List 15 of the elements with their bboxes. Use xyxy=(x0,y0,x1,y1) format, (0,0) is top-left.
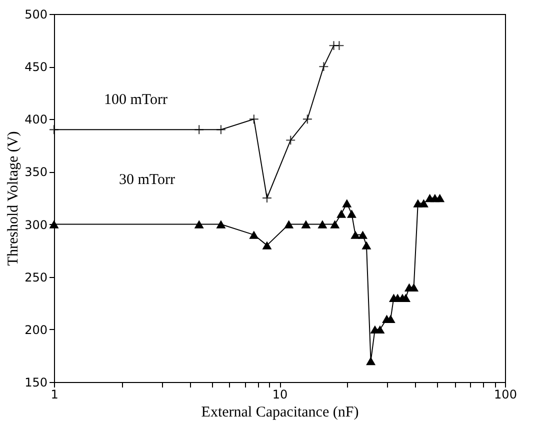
x-axis-title: External Capacitance (nF) xyxy=(201,404,359,420)
y-tick-label: 200 xyxy=(24,322,48,337)
y-tick-label: 350 xyxy=(24,165,48,180)
y-tick-label: 450 xyxy=(24,60,48,74)
y-tick-label: 400 xyxy=(24,112,48,127)
x-tick-label: 1 xyxy=(50,388,58,402)
annotation: 30 mTorr xyxy=(119,172,176,188)
x-tick-label: 10 xyxy=(272,388,288,402)
y-tick-label: 500 xyxy=(24,8,48,22)
y-axis-title: Threshold Voltage (V) xyxy=(6,131,22,266)
y-tick-label: 250 xyxy=(24,270,48,284)
x-tick-label: 100 xyxy=(494,388,517,402)
y-tick-label: 300 xyxy=(24,218,48,232)
y-tick-label: 150 xyxy=(24,376,48,390)
annotation: 100 mTorr xyxy=(104,92,168,108)
